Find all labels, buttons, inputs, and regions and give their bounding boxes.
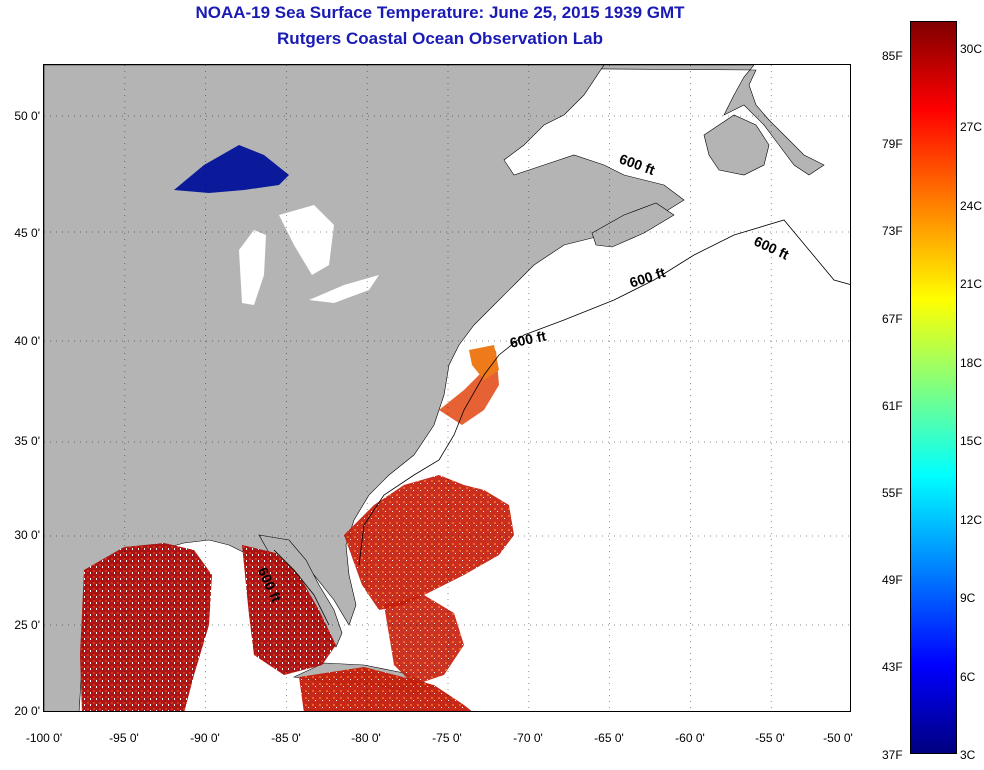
lon-tick-label: -65 0' <box>594 731 624 745</box>
colorbar-f-label: 61F <box>882 399 903 413</box>
land-nova-scotia <box>591 202 675 248</box>
lon-tick-label: -75 0' <box>432 731 462 745</box>
lon-tick-label: -70 0' <box>513 731 543 745</box>
lon-tick-label: -100 0' <box>25 731 63 745</box>
sst-bahamas <box>384 595 464 685</box>
sst-map <box>44 65 850 711</box>
colorbar-c-label: 27C <box>960 120 983 134</box>
colorbar-c-label: 30C <box>960 42 983 56</box>
colorbar-f-label: 49F <box>882 573 903 587</box>
colorbar-c-label: 24C <box>960 199 983 213</box>
lat-tick-label: 20 0' <box>14 704 40 718</box>
sst-caribbean <box>299 667 472 711</box>
lat-tick-label: 45 0' <box>14 226 40 240</box>
lon-tick-label: -50 0' <box>823 731 853 745</box>
lake-huron <box>279 205 334 275</box>
sst-gulf-west <box>80 543 212 711</box>
lat-tick-label: 25 0' <box>14 618 40 632</box>
lon-tick-label: -60 0' <box>675 731 705 745</box>
lon-tick-label: -80 0' <box>351 731 381 745</box>
sst-gulf-east <box>242 545 336 675</box>
sst-atlantic-south <box>344 475 514 610</box>
colorbar-c-label: 9C <box>960 591 976 605</box>
chart-subtitle: Rutgers Coastal Ocean Observation Lab <box>277 29 603 48</box>
colorbar-f-label: 73F <box>882 224 903 238</box>
lon-tick-label: -95 0' <box>109 731 139 745</box>
lake-superior <box>174 145 289 193</box>
colorbar-f-label: 85F <box>882 49 903 63</box>
colorbar-c-label: 12C <box>960 513 983 527</box>
colorbar-c-label: 18C <box>960 356 983 370</box>
depth-contour-line <box>273 219 850 626</box>
lon-tick-label: -90 0' <box>190 731 220 745</box>
chart-title: NOAA-19 Sea Surface Temperature: June 25… <box>195 3 685 22</box>
colorbar-c-label: 6C <box>960 670 976 684</box>
lat-tick-label: 40 0' <box>14 334 40 348</box>
map-panel <box>43 64 851 712</box>
colorbar-f-label: 37F <box>882 748 903 762</box>
land-north-america <box>44 65 825 176</box>
lake-erie <box>309 275 379 303</box>
sst-cape-region <box>469 345 499 380</box>
lake-michigan <box>239 230 266 305</box>
temperature-colorbar <box>910 21 957 754</box>
sst-mid-atlantic <box>439 350 499 425</box>
lat-tick-label: 30 0' <box>14 528 40 542</box>
colorbar-f-label: 79F <box>882 137 903 151</box>
lat-tick-label: 35 0' <box>14 434 40 448</box>
lon-tick-label: -85 0' <box>271 731 301 745</box>
colorbar-c-label: 21C <box>960 277 983 291</box>
colorbar-f-label: 43F <box>882 660 903 674</box>
lon-tick-label: -55 0' <box>755 731 785 745</box>
colorbar-c-label: 3C <box>960 748 976 762</box>
land-newfoundland <box>703 114 770 176</box>
colorbar-c-label: 15C <box>960 434 983 448</box>
lat-tick-label: 50 0' <box>14 109 40 123</box>
colorbar-f-label: 55F <box>882 486 903 500</box>
lat-lon-grid <box>44 65 850 711</box>
colorbar-f-label: 67F <box>882 312 903 326</box>
